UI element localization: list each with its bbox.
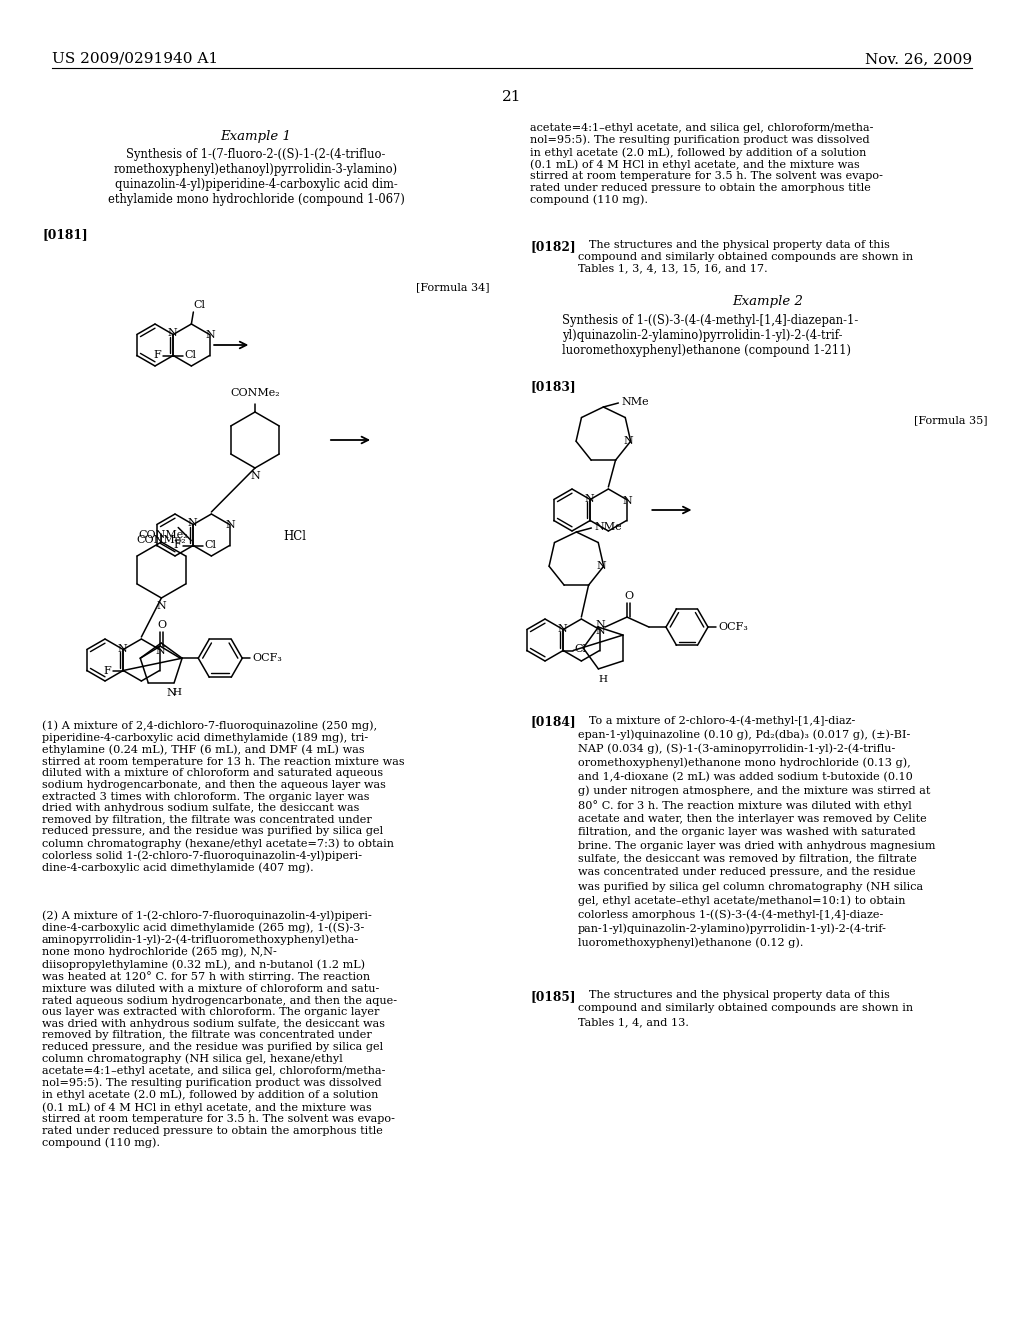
- Text: US 2009/0291940 A1: US 2009/0291940 A1: [52, 51, 218, 66]
- Text: N: N: [596, 626, 605, 635]
- Text: Cl: Cl: [204, 540, 216, 550]
- Text: acetate=4:1–ethyl acetate, and silica gel, chloroform/metha-
nol=95:5). The resu: acetate=4:1–ethyl acetate, and silica ge…: [530, 123, 883, 206]
- Text: N: N: [166, 688, 176, 698]
- Text: [0182]: [0182]: [530, 240, 575, 253]
- Text: N: N: [596, 620, 605, 630]
- Text: N: N: [157, 601, 166, 611]
- Text: Cl: Cl: [194, 300, 206, 310]
- Text: NMe: NMe: [622, 397, 649, 407]
- Text: [0185]: [0185]: [530, 990, 575, 1003]
- Text: N: N: [597, 561, 606, 572]
- Text: [Formula 35]: [Formula 35]: [914, 414, 988, 425]
- Text: 21: 21: [502, 90, 522, 104]
- Text: [0181]: [0181]: [42, 228, 88, 242]
- Text: F: F: [103, 665, 112, 676]
- Text: F: F: [173, 540, 181, 550]
- Text: N: N: [118, 644, 127, 653]
- Text: N: N: [167, 329, 177, 338]
- Text: N: N: [585, 494, 594, 503]
- Text: Example 1: Example 1: [220, 129, 292, 143]
- Text: [0184]: [0184]: [530, 715, 575, 729]
- Text: [Formula 34]: [Formula 34]: [417, 282, 490, 292]
- Text: NMe: NMe: [594, 521, 622, 532]
- Text: (1) A mixture of 2,4-dichloro-7-fluoroquinazoline (250 mg),
piperidine-4-carboxy: (1) A mixture of 2,4-dichloro-7-fluoroqu…: [42, 719, 404, 873]
- Text: N: N: [557, 623, 567, 634]
- Text: N: N: [156, 645, 166, 656]
- Text: HCl: HCl: [283, 531, 306, 543]
- Text: [0183]: [0183]: [530, 380, 575, 393]
- Text: CONMe₂: CONMe₂: [138, 531, 187, 540]
- Text: Example 2: Example 2: [732, 294, 804, 308]
- Text: N: N: [250, 471, 260, 480]
- Text: Synthesis of 1-(7-fluoro-2-((S)-1-(2-(4-trifluo-
romethoxyphenyl)ethanoyl)pyrrol: Synthesis of 1-(7-fluoro-2-((S)-1-(2-(4-…: [108, 148, 404, 206]
- Text: N: N: [624, 436, 634, 446]
- Text: To a mixture of 2-chloro-4-(4-methyl-[1,4]-diaz-
epan-1-yl)quinazoline (0.10 g),: To a mixture of 2-chloro-4-(4-methyl-[1,…: [578, 715, 936, 948]
- Text: Nov. 26, 2009: Nov. 26, 2009: [865, 51, 972, 66]
- Text: O: O: [624, 591, 633, 601]
- Text: OCF₃: OCF₃: [718, 622, 748, 632]
- Text: H: H: [599, 675, 607, 684]
- Text: F: F: [154, 351, 161, 360]
- Text: OCF₃: OCF₃: [252, 653, 283, 663]
- Text: The structures and the physical property data of this
compound and similarly obt: The structures and the physical property…: [578, 990, 913, 1027]
- Text: N: N: [187, 519, 197, 528]
- Text: Cl: Cl: [574, 644, 586, 653]
- Text: Cl: Cl: [184, 351, 197, 360]
- Text: Synthesis of 1-((S)-3-(4-(4-methyl-[1,4]-diazepan-1-
yl)quinazolin-2-ylamino)pyr: Synthesis of 1-((S)-3-(4-(4-methyl-[1,4]…: [562, 314, 858, 356]
- Text: N: N: [225, 520, 236, 531]
- Text: N: N: [206, 330, 215, 341]
- Text: CONMe₂: CONMe₂: [136, 535, 186, 545]
- Text: CONMe₂: CONMe₂: [230, 388, 280, 399]
- Text: H: H: [173, 688, 181, 697]
- Text: The structures and the physical property data of this
compound and similarly obt: The structures and the physical property…: [578, 240, 913, 273]
- Text: (2) A mixture of 1-(2-chloro-7-fluoroquinazolin-4-yl)piperi-
dine-4-carboxylic a: (2) A mixture of 1-(2-chloro-7-fluoroqui…: [42, 909, 397, 1148]
- Text: O: O: [158, 620, 166, 630]
- Text: N: N: [623, 495, 633, 506]
